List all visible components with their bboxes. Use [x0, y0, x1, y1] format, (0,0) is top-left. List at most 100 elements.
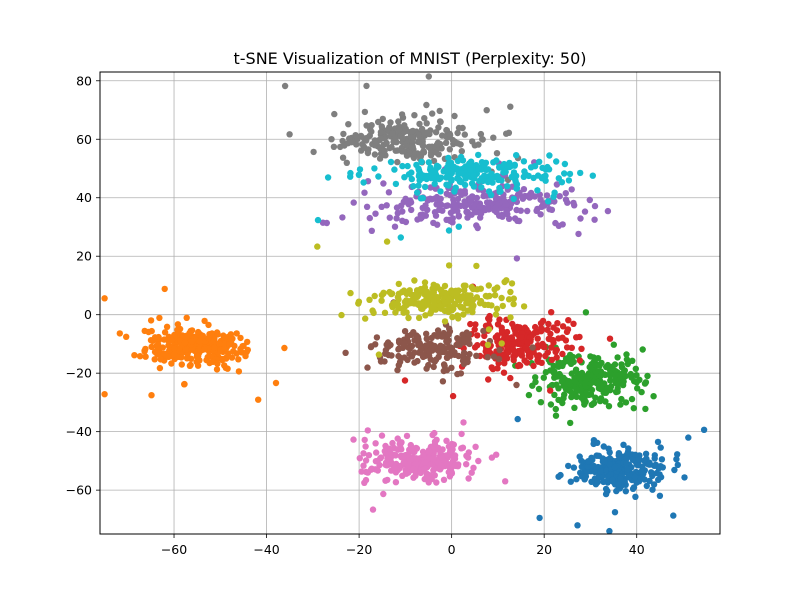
scatter-point — [551, 391, 558, 399]
scatter-point — [213, 366, 221, 373]
scatter-point — [156, 364, 164, 372]
scatter-point — [388, 143, 395, 151]
scatter-point — [592, 394, 599, 401]
scatter-point — [355, 298, 363, 305]
scatter-point — [566, 351, 574, 359]
scatter-point — [566, 170, 574, 178]
scatter-point — [500, 369, 508, 376]
scatter-point — [606, 461, 614, 468]
scatter-point — [562, 190, 569, 197]
scatter-point — [453, 288, 460, 295]
scatter-point — [522, 344, 530, 351]
scatter-point — [165, 353, 172, 360]
scatter-point — [642, 379, 650, 386]
scatter-point — [513, 152, 520, 159]
scatter-point — [436, 175, 443, 183]
scatter-point — [314, 216, 322, 224]
scatter-point — [499, 213, 506, 220]
scatter-point — [537, 320, 545, 327]
scatter-point — [600, 443, 607, 450]
scatter-point — [410, 183, 417, 190]
scatter-point — [347, 169, 354, 177]
scatter-point — [572, 366, 580, 373]
scatter-point — [383, 341, 390, 348]
scatter-point — [474, 342, 481, 349]
scatter-point — [422, 459, 429, 466]
scatter-point — [486, 316, 493, 323]
scatter-point — [360, 462, 367, 469]
scatter-point — [422, 342, 430, 349]
scatter-point — [499, 302, 506, 310]
scatter-point — [588, 401, 595, 408]
scatter-point — [573, 476, 580, 483]
scatter-point — [387, 119, 394, 126]
scatter-point — [369, 506, 377, 513]
scatter-point — [437, 343, 445, 350]
scatter-point — [518, 334, 525, 341]
scatter-point — [412, 472, 419, 479]
scatter-point — [372, 440, 379, 447]
scatter-point — [446, 328, 454, 335]
scatter-point — [444, 166, 451, 173]
scatter-point — [371, 292, 378, 300]
scatter-point — [485, 326, 493, 333]
scatter-point — [406, 350, 413, 358]
scatter-point — [431, 180, 438, 187]
scatter-point — [415, 182, 422, 189]
scatter-point — [424, 197, 431, 204]
scatter-point — [420, 148, 427, 155]
scatter-point — [219, 355, 226, 363]
scatter-point — [182, 346, 189, 353]
scatter-point — [448, 470, 456, 477]
scatter-point — [641, 476, 648, 483]
scatter-point — [642, 450, 650, 457]
scatter-point — [633, 372, 640, 379]
scatter-point — [414, 357, 421, 365]
scatter-point — [394, 294, 402, 301]
scatter-point — [520, 173, 527, 180]
scatter-point — [460, 419, 467, 426]
scatter-point — [650, 393, 657, 400]
scatter-point — [570, 464, 578, 471]
scatter-point — [394, 366, 401, 374]
scatter-point — [519, 195, 527, 202]
scatter-point — [505, 129, 513, 136]
scatter-point — [221, 340, 228, 347]
scatter-point — [354, 135, 361, 142]
scatter-point — [597, 372, 604, 379]
scatter-point — [638, 463, 646, 470]
scatter-point — [467, 197, 475, 204]
scatter-point — [602, 371, 609, 378]
scatter-point — [438, 333, 446, 340]
scatter-point — [575, 230, 582, 238]
scatter-point — [371, 165, 378, 172]
scatter-point — [628, 395, 636, 403]
scatter-point — [670, 512, 677, 519]
scatter-point — [590, 378, 597, 386]
scatter-point — [552, 405, 559, 413]
scatter-point — [460, 311, 467, 318]
scatter-point — [602, 398, 609, 405]
scatter-point — [612, 371, 619, 378]
scatter-point — [562, 196, 570, 203]
scatter-point — [442, 289, 449, 296]
scatter-point — [434, 327, 442, 334]
scatter-point — [404, 332, 411, 340]
scatter-point — [380, 180, 387, 187]
scatter-point — [415, 314, 423, 322]
scatter-point — [567, 419, 574, 427]
scatter-point — [399, 162, 406, 170]
scatter-point — [361, 479, 368, 486]
scatter-point — [402, 195, 409, 202]
scatter-point — [532, 374, 539, 381]
scatter-point — [432, 212, 440, 219]
scatter-point — [534, 187, 541, 194]
scatter-point — [490, 353, 498, 360]
scatter-point — [513, 255, 521, 262]
scatter-point — [360, 179, 367, 186]
scatter-point — [382, 346, 390, 354]
scatter-point — [430, 281, 437, 288]
scatter-point — [151, 356, 158, 363]
scatter-point — [624, 465, 631, 473]
scatter-point — [364, 427, 371, 434]
